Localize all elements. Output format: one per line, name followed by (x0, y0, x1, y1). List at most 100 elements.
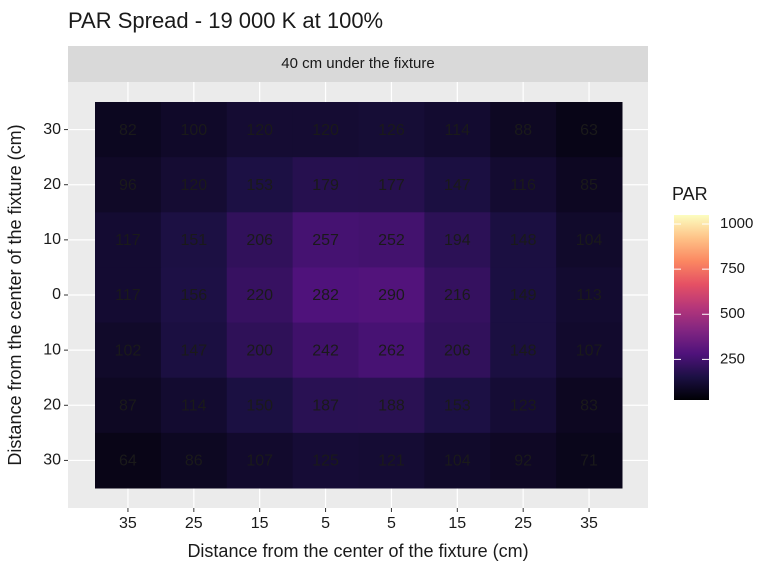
heat-cell (424, 102, 491, 158)
value-label: 120 (246, 122, 273, 139)
value-label: 120 (312, 122, 339, 139)
value-label: 156 (180, 287, 207, 304)
value-label: 96 (119, 177, 137, 194)
value-label: 290 (378, 287, 405, 304)
heat-cell (95, 322, 162, 379)
value-label: 177 (378, 177, 405, 194)
value-label: 252 (378, 232, 405, 249)
value-label: 282 (312, 287, 339, 304)
heat-cell (556, 322, 623, 379)
value-label: 148 (510, 342, 537, 359)
value-label: 200 (246, 342, 273, 359)
value-label: 64 (119, 453, 137, 470)
value-label: 63 (580, 122, 598, 139)
x-tick-label: 25 (185, 515, 203, 532)
heat-cell (490, 157, 557, 213)
value-label: 206 (246, 232, 273, 249)
heat-cell (160, 432, 228, 489)
y-tick-label: 10 (43, 341, 61, 358)
x-tick-label: 25 (514, 515, 532, 532)
heat-cell (292, 267, 359, 324)
value-label: 107 (246, 453, 273, 470)
heat-cell (556, 157, 623, 213)
heat-cell (556, 377, 623, 434)
heat-cell (556, 432, 623, 489)
value-label: 242 (312, 342, 339, 359)
value-label: 120 (180, 177, 207, 194)
value-label: 125 (312, 453, 339, 470)
heat-cell (358, 432, 425, 489)
value-label: 220 (246, 287, 273, 304)
heat-cell (226, 377, 294, 434)
value-label: 257 (312, 232, 339, 249)
heat-cell (424, 377, 491, 434)
heat-cell (160, 102, 228, 158)
heat-cell (358, 322, 425, 379)
heat-cell (358, 212, 425, 268)
value-label: 107 (576, 342, 603, 359)
x-tick-label: 15 (251, 515, 269, 532)
heat-cell (226, 322, 294, 379)
value-label: 100 (180, 122, 207, 139)
heat-cell (424, 322, 491, 379)
heat-cell (490, 377, 557, 434)
heat-cell (95, 157, 162, 213)
value-label: 206 (444, 342, 471, 359)
value-label: 262 (378, 342, 405, 359)
value-label: 88 (514, 122, 532, 139)
facet-label: 40 cm under the fixture (281, 55, 434, 72)
heat-cell (556, 102, 623, 158)
colorbar-tick-label: 250 (720, 350, 745, 367)
y-tick-label: 20 (43, 397, 61, 414)
heat-cell (95, 432, 162, 489)
heat-cell (490, 102, 557, 158)
heat-cell (160, 157, 228, 213)
value-label: 104 (576, 232, 603, 249)
heat-cell (424, 157, 491, 213)
value-label: 117 (115, 232, 141, 249)
value-label: 83 (580, 398, 598, 415)
heat-cell (490, 322, 557, 379)
heat-cell (292, 212, 359, 268)
value-label: 147 (180, 342, 207, 359)
heat-cell (160, 212, 228, 268)
value-label: 153 (246, 177, 273, 194)
colorbar (674, 215, 709, 400)
x-axis-title: Distance from the center of the fixture … (187, 541, 528, 561)
x-tick-label: 35 (580, 515, 598, 532)
y-tick-label: 10 (43, 231, 61, 248)
x-tick-label: 15 (448, 515, 466, 532)
y-tick-label: 0 (52, 286, 61, 303)
value-label: 216 (444, 287, 471, 304)
value-label: 188 (378, 398, 405, 415)
value-label: 126 (378, 122, 405, 139)
value-label: 147 (444, 177, 471, 194)
heat-cell (160, 267, 228, 324)
value-label: 86 (185, 453, 203, 470)
x-tick-label: 35 (119, 515, 137, 532)
value-label: 82 (119, 122, 137, 139)
value-label: 121 (378, 453, 405, 470)
heat-cell (490, 267, 557, 324)
heat-cell (358, 267, 425, 324)
value-label: 150 (246, 398, 273, 415)
heat-cell (226, 102, 294, 158)
x-tick-label: 5 (387, 515, 396, 532)
heat-cell (292, 377, 359, 434)
heat-cell (95, 377, 162, 434)
legend-title: PAR (672, 184, 708, 204)
value-label: 149 (510, 287, 537, 304)
heat-cell (226, 432, 294, 489)
colorbar-tick-label: 500 (720, 305, 745, 322)
value-label: 92 (514, 453, 532, 470)
heat-cell (424, 267, 491, 324)
colorbar-tick-label: 750 (720, 260, 745, 277)
heat-cell (95, 212, 162, 268)
heat-cell (95, 267, 162, 324)
heat-cell (490, 212, 557, 268)
heat-cell (490, 432, 557, 489)
heat-cell (424, 212, 491, 268)
value-label: 71 (580, 453, 598, 470)
heat-cell (292, 157, 359, 213)
